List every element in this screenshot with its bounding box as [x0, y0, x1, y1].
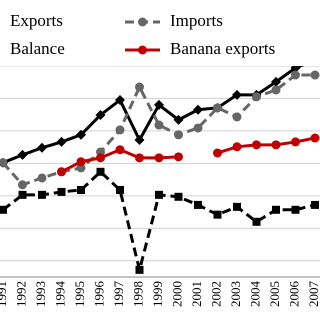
x-tick-label: 2001 — [189, 281, 204, 307]
legend-label: Imports — [170, 11, 223, 30]
x-tick-label: 2007 — [306, 281, 320, 308]
point — [76, 157, 86, 167]
point — [271, 85, 281, 95]
series-line — [1, 73, 315, 187]
point — [135, 153, 144, 163]
point — [18, 190, 27, 199]
point — [291, 70, 300, 80]
point — [233, 202, 241, 211]
point — [77, 185, 85, 194]
point — [96, 167, 105, 176]
x-tick-label: 1993 — [33, 281, 48, 307]
x-tick-label: 1999 — [150, 281, 165, 307]
legend-background — [0, 0, 320, 66]
x-tick-label: 2003 — [228, 281, 243, 307]
point — [310, 133, 320, 143]
point — [134, 134, 145, 145]
point — [154, 99, 164, 110]
point — [0, 158, 8, 168]
legend-label: Exports — [10, 11, 63, 30]
series-line — [2, 169, 316, 271]
point — [252, 217, 261, 226]
point — [271, 76, 281, 87]
point — [213, 210, 222, 219]
point — [193, 104, 203, 115]
point — [311, 200, 319, 209]
point — [76, 163, 86, 173]
point — [193, 123, 203, 133]
x-tick-label: 2004 — [247, 281, 262, 308]
point — [154, 120, 164, 130]
point — [174, 130, 183, 140]
x-tick-label: 1991 — [0, 281, 9, 307]
x-tick-label: 2000 — [169, 281, 184, 307]
point — [96, 153, 105, 163]
point — [56, 136, 67, 147]
point — [115, 95, 125, 106]
point — [135, 265, 144, 274]
point — [76, 129, 86, 140]
x-tick-label: 2006 — [286, 281, 301, 308]
point — [291, 205, 300, 214]
point — [252, 140, 261, 150]
point — [272, 205, 280, 214]
point — [18, 180, 27, 190]
x-tick-label: 1997 — [111, 281, 126, 308]
point — [213, 103, 222, 113]
point — [95, 109, 106, 120]
x-tick-label: 2005 — [267, 281, 282, 307]
point — [0, 205, 7, 214]
x-tick-label: 2002 — [208, 281, 223, 307]
x-tick-label: 1996 — [91, 281, 106, 308]
x-tick-label: 1992 — [13, 281, 28, 307]
point — [154, 153, 164, 163]
legend-marker — [138, 45, 147, 55]
x-tick-label: 1998 — [130, 281, 145, 307]
point — [194, 200, 202, 209]
point — [291, 137, 300, 147]
point — [57, 167, 66, 177]
point — [232, 142, 242, 152]
x-tick-label: 1994 — [52, 281, 67, 308]
point — [310, 70, 320, 80]
point — [135, 82, 144, 92]
point — [57, 187, 66, 196]
point — [38, 190, 46, 199]
point — [173, 114, 184, 125]
point — [37, 173, 47, 183]
legend-label: Balance — [10, 39, 65, 58]
point — [213, 148, 222, 158]
series-line — [2, 58, 316, 165]
point — [116, 185, 124, 194]
point — [115, 145, 125, 155]
point — [115, 125, 125, 135]
point — [252, 92, 261, 102]
point — [232, 89, 242, 100]
point — [174, 152, 183, 162]
point — [174, 192, 183, 201]
legend-label: Banana exports — [170, 39, 275, 58]
point — [155, 190, 163, 199]
x-tick-label: 1995 — [72, 281, 87, 307]
point — [232, 112, 242, 122]
legend-marker — [138, 17, 147, 27]
point — [17, 149, 28, 160]
point — [37, 142, 47, 153]
point — [271, 140, 281, 150]
